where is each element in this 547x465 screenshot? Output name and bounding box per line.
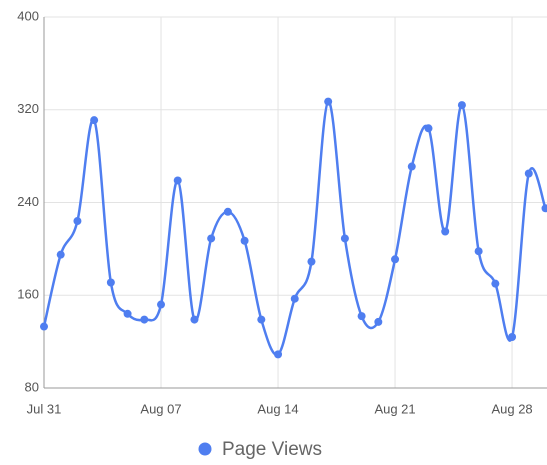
x-tick-label: Aug 14 [257, 401, 298, 416]
line [42, 100, 547, 356]
point [424, 124, 433, 133]
point [257, 315, 266, 324]
legend-marker [198, 442, 212, 456]
x-tick-label: Aug 07 [140, 401, 181, 416]
point [441, 227, 450, 236]
x-tick-label: Aug 28 [491, 401, 532, 416]
point [391, 255, 400, 264]
x-tick-label: Jul 31 [27, 401, 62, 416]
point [240, 236, 249, 245]
y-tick-label: 400 [17, 8, 39, 23]
point [374, 317, 383, 326]
point [207, 234, 216, 243]
point [474, 247, 483, 256]
point [324, 97, 333, 106]
y-tick-label: 160 [17, 287, 39, 302]
y-tick-label: 320 [17, 101, 39, 116]
point [140, 315, 149, 324]
point [290, 294, 299, 303]
point [173, 176, 182, 185]
point [524, 169, 533, 178]
point [457, 101, 466, 110]
point [357, 312, 366, 321]
point [274, 350, 283, 359]
legend-label: Page Views [222, 439, 322, 460]
point [73, 217, 82, 226]
point [40, 322, 48, 331]
point [190, 315, 199, 324]
point [407, 162, 416, 171]
point [491, 279, 500, 288]
point [307, 257, 316, 266]
point [123, 309, 132, 318]
point [56, 250, 65, 259]
y-tick-label: 240 [17, 194, 39, 209]
point [90, 116, 99, 125]
y-tick-label: 80 [25, 379, 39, 394]
point [508, 332, 517, 341]
point [157, 300, 166, 309]
point [541, 204, 547, 213]
x-tick-label: Aug 21 [374, 401, 415, 416]
point [106, 278, 115, 287]
point [340, 234, 349, 243]
point [223, 207, 232, 216]
